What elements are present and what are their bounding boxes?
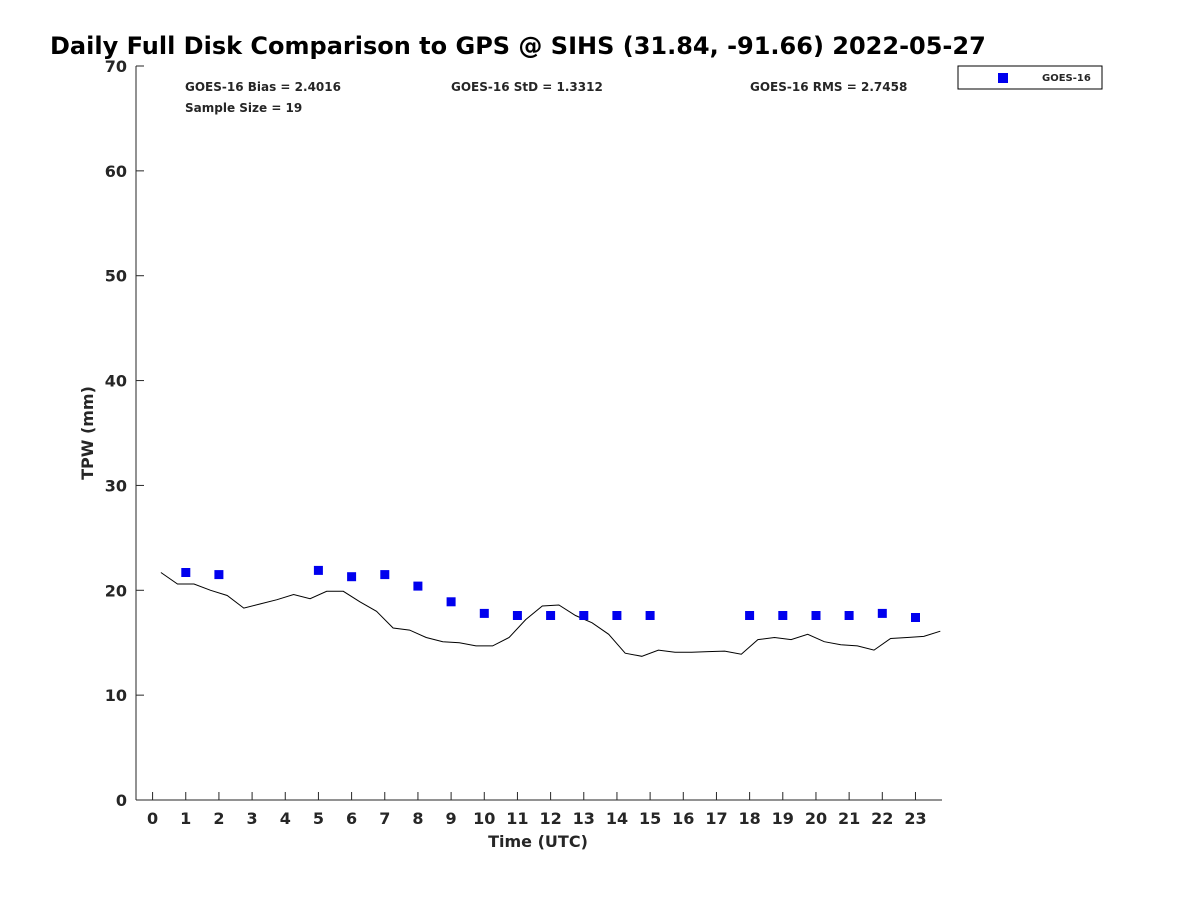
data-point bbox=[745, 611, 755, 620]
x-tick-label: 14 bbox=[606, 809, 628, 828]
legend-label: GOES-16 bbox=[1042, 73, 1091, 84]
x-tick-label: 4 bbox=[280, 809, 291, 828]
data-point bbox=[612, 611, 622, 620]
x-axis-label: Time (UTC) bbox=[488, 832, 588, 851]
data-point bbox=[446, 597, 456, 607]
y-tick-label: 40 bbox=[105, 372, 127, 391]
chart-title: Daily Full Disk Comparison to GPS @ SIHS… bbox=[50, 32, 986, 60]
data-point bbox=[844, 611, 854, 620]
bias-text: GOES-16 Bias = 2.4016 bbox=[185, 80, 341, 94]
x-tick-label: 6 bbox=[346, 809, 357, 828]
x-tick-label: 17 bbox=[705, 809, 727, 828]
x-tick-label: 22 bbox=[871, 809, 893, 828]
x-tick-label: 19 bbox=[772, 809, 794, 828]
x-tick-label: 21 bbox=[838, 809, 860, 828]
data-point bbox=[911, 613, 920, 622]
data-point bbox=[811, 611, 821, 620]
data-point bbox=[546, 611, 556, 620]
x-tick-label: 23 bbox=[904, 809, 926, 828]
x-tick-label: 1 bbox=[180, 809, 191, 828]
y-tick-label: 10 bbox=[105, 686, 127, 705]
data-point bbox=[479, 608, 489, 618]
series-line bbox=[160, 572, 941, 657]
rms-text: GOES-16 RMS = 2.7458 bbox=[750, 80, 907, 94]
line-series bbox=[160, 572, 941, 657]
axes: 0 1 2 3 4 5 6 7 8 9 10 11 12 13 14 15 16 17 18 19 20 21 22 2301… bbox=[105, 57, 942, 828]
y-tick-label: 30 bbox=[105, 476, 127, 495]
x-tick-label: 3 bbox=[247, 809, 258, 828]
legend-box bbox=[957, 65, 1103, 90]
x-tick-label: 11 bbox=[506, 809, 528, 828]
y-tick-label: 60 bbox=[105, 162, 127, 181]
data-point bbox=[413, 581, 423, 591]
y-axis-label: TPW (mm) bbox=[78, 386, 97, 480]
x-tick-label: 0 bbox=[147, 809, 158, 828]
y-tick-label: 0 bbox=[116, 791, 127, 810]
x-tick-label: 20 bbox=[805, 809, 827, 828]
sample-size-text: Sample Size = 19 bbox=[185, 101, 302, 115]
data-point bbox=[645, 611, 655, 620]
y-tick-label: 50 bbox=[105, 267, 127, 286]
x-tick-label: 18 bbox=[738, 809, 760, 828]
x-tick-label: 12 bbox=[539, 809, 561, 828]
data-point bbox=[579, 611, 589, 620]
x-tick-label: 2 bbox=[213, 809, 224, 828]
x-tick-label: 5 bbox=[313, 809, 324, 828]
x-tick-label: 10 bbox=[473, 809, 495, 828]
x-tick-label: 8 bbox=[412, 809, 423, 828]
x-tick-label: 15 bbox=[639, 809, 661, 828]
data-point bbox=[778, 611, 788, 620]
data-point bbox=[181, 568, 191, 577]
data-point bbox=[313, 565, 323, 575]
y-tick-label: 20 bbox=[105, 581, 127, 600]
goes16-series bbox=[181, 565, 920, 622]
data-point bbox=[512, 611, 522, 620]
data-point bbox=[214, 570, 224, 580]
x-tick-label: 16 bbox=[672, 809, 694, 828]
data-point bbox=[380, 570, 390, 580]
y-tick-label: 70 bbox=[105, 57, 127, 76]
data-point bbox=[877, 608, 887, 618]
x-tick-label: 7 bbox=[379, 809, 390, 828]
legend: GOES-16 bbox=[957, 65, 1103, 90]
data-point bbox=[347, 572, 357, 582]
std-text: GOES-16 StD = 1.3312 bbox=[451, 80, 603, 94]
x-tick-label: 13 bbox=[573, 809, 595, 828]
legend-marker bbox=[998, 73, 1008, 83]
stats-annotations: GOES-16 Bias = 2.4016 GOES-16 StD = 1.33… bbox=[185, 80, 907, 115]
x-tick-label: 9 bbox=[446, 809, 457, 828]
